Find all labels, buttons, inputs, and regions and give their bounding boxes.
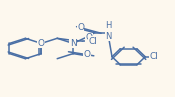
Text: Cl: Cl bbox=[149, 52, 158, 61]
Text: O: O bbox=[86, 33, 93, 42]
Text: O: O bbox=[77, 23, 84, 32]
Text: Cl: Cl bbox=[88, 37, 97, 46]
Text: O: O bbox=[38, 39, 45, 48]
Text: N: N bbox=[70, 39, 76, 48]
Text: O: O bbox=[84, 50, 91, 59]
Text: H
N: H N bbox=[105, 21, 111, 41]
